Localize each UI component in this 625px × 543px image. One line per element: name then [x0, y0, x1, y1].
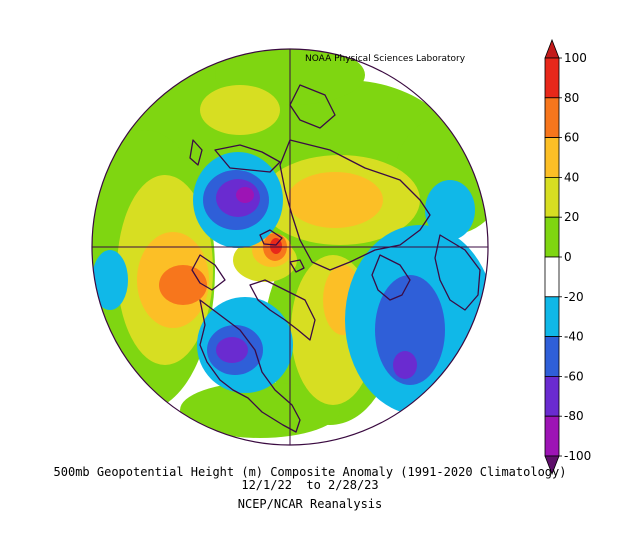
colorbar-bin — [544, 57, 560, 99]
colorbar-bin — [544, 137, 560, 178]
colorbar-bin — [544, 296, 560, 337]
colorbar-tick-label: -20 — [564, 290, 584, 304]
caption-line-2: 12/1/22 to 2/28/23 — [241, 478, 379, 492]
siberia-outline — [214, 144, 281, 173]
alaska-outline — [191, 254, 226, 291]
greenland-outline — [249, 279, 316, 341]
colorbar-tick-label: 20 — [564, 210, 579, 224]
colorbar-tick-label: 80 — [564, 91, 579, 105]
caption-line-3: NCEP/NCAR Reanalysis — [237, 497, 383, 511]
colorbar: 100 80 60 40 20 0 -20 -40 -60 -80 -100 — [544, 38, 591, 476]
colorbar-tick-label: 60 — [564, 131, 579, 145]
colorbar-bin — [544, 216, 560, 258]
colorbar-bin — [544, 97, 560, 139]
colorbar-bin — [544, 256, 560, 298]
arctic-islands — [259, 229, 305, 273]
colorbar-tick-label: -60 — [564, 369, 584, 383]
graticule — [92, 49, 488, 445]
colorbar-bin — [544, 415, 560, 457]
europe-outline — [371, 254, 411, 301]
anomaly-map — [92, 49, 488, 445]
anomaly-extreme-negative — [236, 187, 254, 203]
colorbar-tick-label: 100 — [564, 51, 587, 65]
map-border — [91, 48, 489, 446]
colorbar-tick-label: 0 — [564, 250, 572, 264]
lab-credit: NOAA Physical Sciences Laboratory — [305, 54, 466, 64]
colorbar-top-arrow — [544, 38, 560, 59]
colorbar-bottom-arrow — [544, 455, 560, 476]
colorbar-tick-label: -100 — [564, 449, 591, 463]
colorbar-bin — [544, 336, 560, 377]
colorbar-tick-label: -80 — [564, 409, 584, 423]
colorbar-bin — [544, 176, 560, 218]
japan-outline — [189, 139, 203, 166]
colorbar-tick-label: -40 — [564, 330, 584, 344]
africa-outline — [434, 234, 481, 311]
caption-line-1: 500mb Geopotential Height (m) Composite … — [53, 465, 567, 479]
colorbar-bin — [544, 375, 560, 417]
colorbar-tick-label: 40 — [564, 170, 579, 184]
